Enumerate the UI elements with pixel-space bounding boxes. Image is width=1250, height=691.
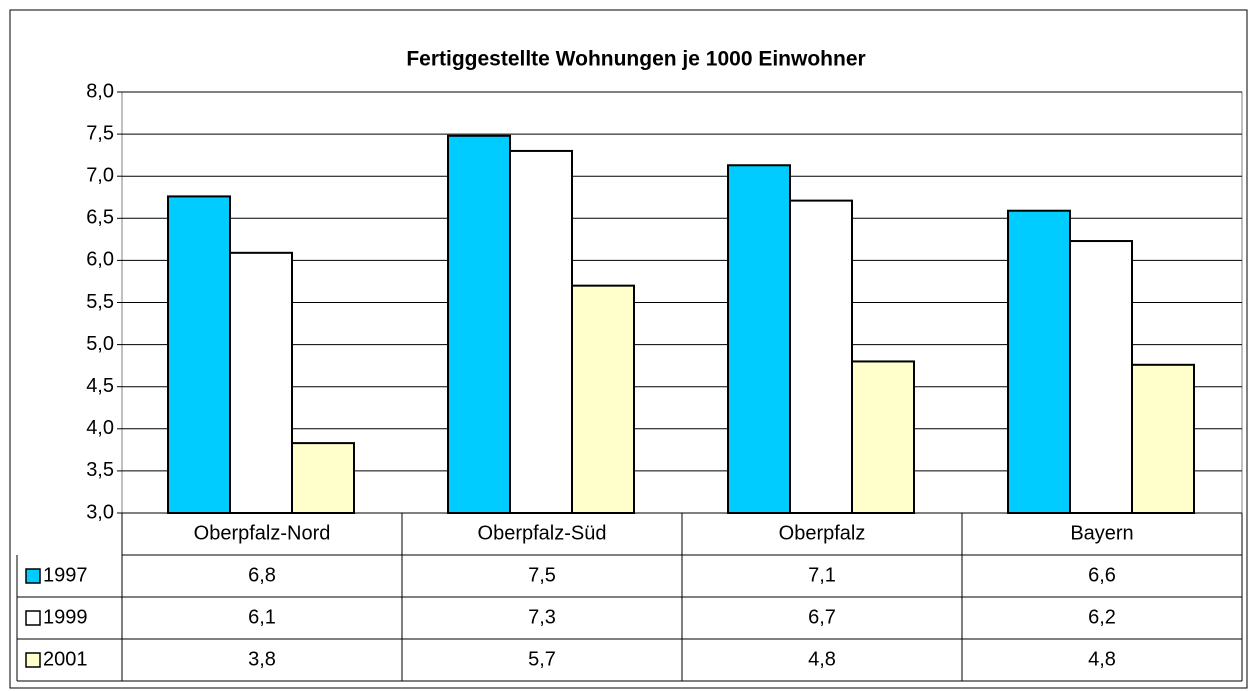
table-value: 6,8 [248, 564, 276, 586]
chart-title: Fertiggestellte Wohnungen je 1000 Einwoh… [406, 48, 865, 71]
table-value: 7,5 [528, 564, 556, 586]
legend-key [25, 568, 41, 584]
x-tick-label: Oberpfalz-Nord [194, 522, 331, 544]
bar [229, 251, 293, 515]
table-value: 4,8 [808, 648, 836, 670]
y-tick-label: 5,5 [86, 291, 114, 313]
legend-key [25, 652, 41, 668]
bar [509, 149, 573, 514]
bar [1131, 363, 1195, 515]
bar [789, 199, 853, 514]
y-tick-label: 7,0 [86, 164, 114, 186]
bar [1069, 240, 1133, 514]
x-tick-label: Oberpfalz-Süd [478, 522, 607, 544]
table-value: 4,8 [1088, 648, 1116, 670]
legend-label: 2001 [43, 648, 88, 670]
bar [167, 195, 231, 515]
y-tick-label: 3,0 [86, 501, 114, 523]
y-tick-label: 4,5 [86, 375, 114, 397]
legend-key [25, 610, 41, 626]
table-value: 6,1 [248, 606, 276, 628]
y-tick-label: 4,0 [86, 417, 114, 439]
bar [291, 442, 355, 515]
x-tick-label: Oberpfalz [779, 522, 866, 544]
y-tick-label: 7,5 [86, 122, 114, 144]
table-value: 7,3 [528, 606, 556, 628]
y-tick-label: 8,0 [86, 80, 114, 102]
table-value: 5,7 [528, 648, 556, 670]
bar [727, 164, 791, 514]
x-tick-label: Bayern [1070, 522, 1133, 544]
table-value: 6,2 [1088, 606, 1116, 628]
table-value: 6,6 [1088, 564, 1116, 586]
y-tick-label: 3,5 [86, 459, 114, 481]
bar [1007, 209, 1071, 515]
bar [851, 360, 915, 514]
bar [571, 284, 635, 514]
legend-label: 1997 [43, 564, 88, 586]
table-value: 7,1 [808, 564, 836, 586]
y-tick-label: 6,0 [86, 249, 114, 271]
y-tick-label: 6,5 [86, 207, 114, 229]
bar [447, 134, 511, 514]
y-tick-label: 5,0 [86, 333, 114, 355]
table-value: 3,8 [248, 648, 276, 670]
legend-label: 1999 [43, 606, 88, 628]
table-value: 6,7 [808, 606, 836, 628]
